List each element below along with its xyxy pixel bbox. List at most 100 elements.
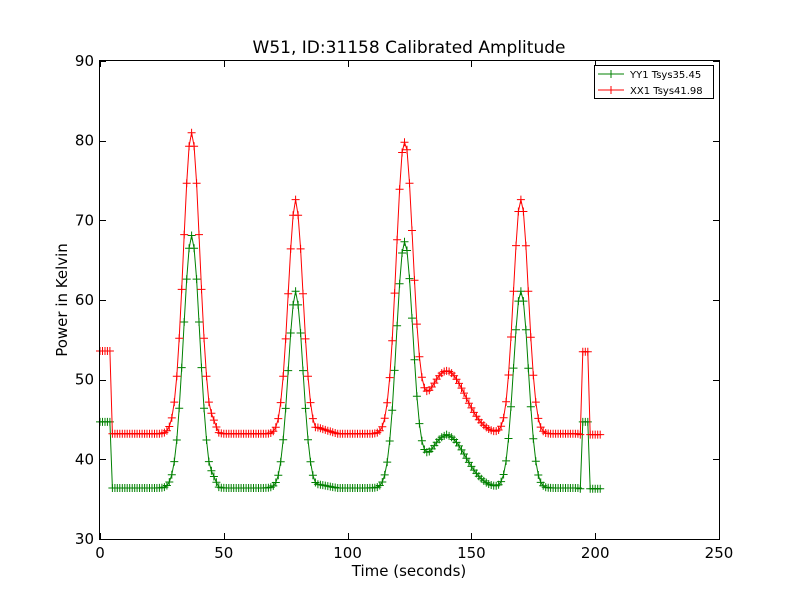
data-point [271, 478, 280, 487]
series-line [100, 235, 601, 490]
data-point [177, 285, 186, 294]
data-point [596, 484, 605, 493]
data-point [526, 333, 535, 342]
y-tick-label: 90 [75, 52, 94, 70]
data-point [165, 478, 174, 486]
data-point [170, 398, 179, 407]
data-point [415, 419, 424, 428]
data-point [512, 241, 520, 250]
data-point [308, 414, 317, 423]
data-point [388, 406, 397, 415]
data-point [403, 145, 411, 154]
data-point [497, 422, 506, 431]
data-point [526, 402, 535, 411]
data-point [200, 334, 208, 343]
legend-box [594, 65, 714, 99]
data-point [284, 289, 293, 298]
legend-label-yy1: YY1 Tsys35.45 [629, 70, 701, 81]
data-point [301, 334, 310, 343]
data-point [197, 363, 206, 372]
data-point [380, 470, 389, 479]
data-point [187, 128, 196, 137]
legend-marker-yy1 [607, 70, 615, 78]
data-point [294, 300, 303, 309]
y-tick-label: 40 [75, 450, 94, 468]
y-tick-label: 30 [75, 530, 94, 548]
data-point [412, 320, 421, 329]
data-point [175, 404, 184, 413]
data-point [405, 274, 414, 283]
data-point [583, 417, 592, 426]
data-point [167, 470, 176, 479]
data-point [452, 375, 461, 384]
data-point [388, 336, 397, 345]
x-tick-label: 0 [95, 544, 105, 562]
data-point [390, 289, 399, 298]
data-point [378, 478, 387, 486]
data-point [504, 434, 513, 443]
data-point [415, 352, 424, 361]
data-point [509, 287, 518, 296]
data-point [521, 325, 530, 334]
data-point [516, 195, 525, 204]
data-point [455, 379, 463, 388]
y-tick-label: 60 [75, 291, 94, 309]
data-point [192, 275, 201, 284]
chart-title: W51, ID:31158 Calibrated Amplitude [253, 38, 566, 58]
data-point [410, 355, 419, 364]
data-point [462, 394, 471, 403]
data-point [410, 276, 419, 285]
data-point [507, 402, 515, 411]
legend-marker-xx1 [607, 86, 615, 94]
data-point [190, 244, 199, 253]
data-point [192, 179, 201, 188]
data-point [393, 235, 402, 244]
series-1 [96, 128, 605, 439]
data-point [209, 472, 218, 481]
data-point [502, 397, 511, 406]
data-point [204, 398, 213, 407]
data-point [202, 436, 211, 444]
data-point [529, 371, 538, 380]
data-point [576, 484, 585, 493]
data-point [457, 384, 466, 393]
data-point [180, 318, 189, 326]
data-point [182, 275, 191, 284]
legend: YY1 Tsys35.45 XX1 Tsys41.98 [594, 65, 714, 99]
data-point [276, 398, 285, 407]
data-point [408, 314, 416, 323]
data-point [105, 347, 114, 355]
data-point [519, 207, 528, 216]
data-point [524, 364, 533, 373]
data-point [512, 325, 520, 334]
data-point [504, 371, 513, 379]
data-point [212, 423, 221, 431]
data-point [417, 436, 426, 445]
data-point [380, 414, 389, 423]
x-tick-label: 50 [214, 544, 233, 562]
data-point [383, 458, 392, 467]
data-point [583, 347, 592, 356]
data-point [390, 366, 399, 375]
data-point [516, 287, 525, 296]
data-point [172, 372, 181, 381]
data-point [499, 413, 508, 422]
data-point [299, 289, 307, 298]
data-point [162, 426, 171, 435]
data-point [521, 241, 530, 250]
plot-frame [99, 60, 720, 540]
data-point [304, 372, 312, 381]
data-point [269, 427, 278, 436]
data-point [274, 414, 283, 423]
data-point [209, 416, 218, 425]
data-point [182, 179, 191, 188]
data-point [412, 392, 421, 401]
data-point [400, 138, 409, 147]
data-point [207, 409, 216, 418]
data-point [274, 471, 283, 480]
data-point [534, 414, 543, 423]
data-point [197, 285, 206, 294]
data-point [308, 471, 317, 480]
data-point [507, 333, 515, 341]
data-point [286, 329, 295, 337]
